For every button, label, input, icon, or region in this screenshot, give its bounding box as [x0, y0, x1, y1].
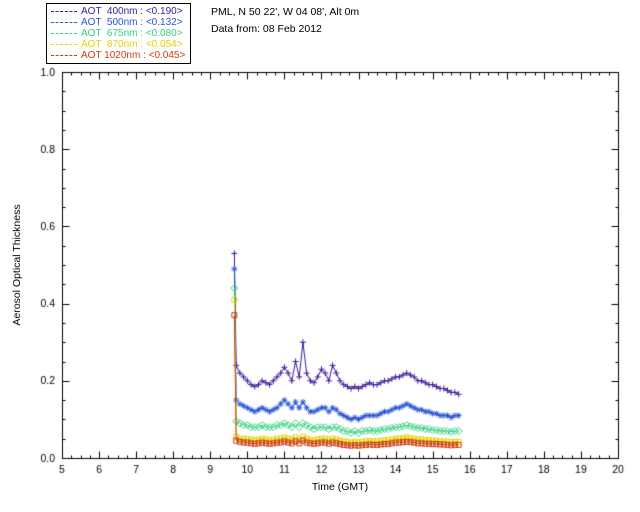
legend-line-sample-675nm	[51, 33, 77, 34]
legend-label-675nm: AOT 675nm : <0.080>	[81, 28, 183, 39]
station-info: PML, N 50 22', W 04 08', Alt 0m	[211, 6, 360, 18]
legend-label-500nm: AOT 500nm : <0.132>	[81, 17, 183, 28]
header-annotations: PML, N 50 22', W 04 08', Alt 0m Data fro…	[211, 4, 359, 38]
legend-item-675nm: AOT 675nm : <0.080>	[51, 28, 185, 39]
y-axis-title: Aerosol Optical Thickness	[11, 204, 23, 326]
x-axis-title: Time (GMT)	[311, 481, 369, 493]
legend-label-870nm: AOT 870nm : <0.054>	[81, 39, 183, 50]
legend-item-870nm: AOT 870nm : <0.054>	[51, 39, 185, 50]
legend-line-sample-500nm	[51, 22, 77, 23]
legend-line-sample-400nm	[51, 11, 77, 12]
legend-box: AOT 400nm : <0.190> AOT 500nm : <0.132> …	[46, 3, 192, 64]
data-date: Data from: 08 Feb 2012	[211, 23, 322, 35]
legend-label-1020nm: AOT 1020nm : <0.045>	[81, 50, 186, 61]
legend-item-1020nm: AOT 1020nm : <0.045>	[51, 50, 185, 61]
legend-item-500nm: AOT 500nm : <0.132>	[51, 17, 185, 28]
legend-line-sample-870nm	[51, 44, 77, 45]
legend-item-400nm: AOT 400nm : <0.190>	[51, 6, 185, 17]
legend-label-400nm: AOT 400nm : <0.190>	[81, 6, 183, 17]
legend-line-sample-1020nm	[51, 55, 77, 56]
